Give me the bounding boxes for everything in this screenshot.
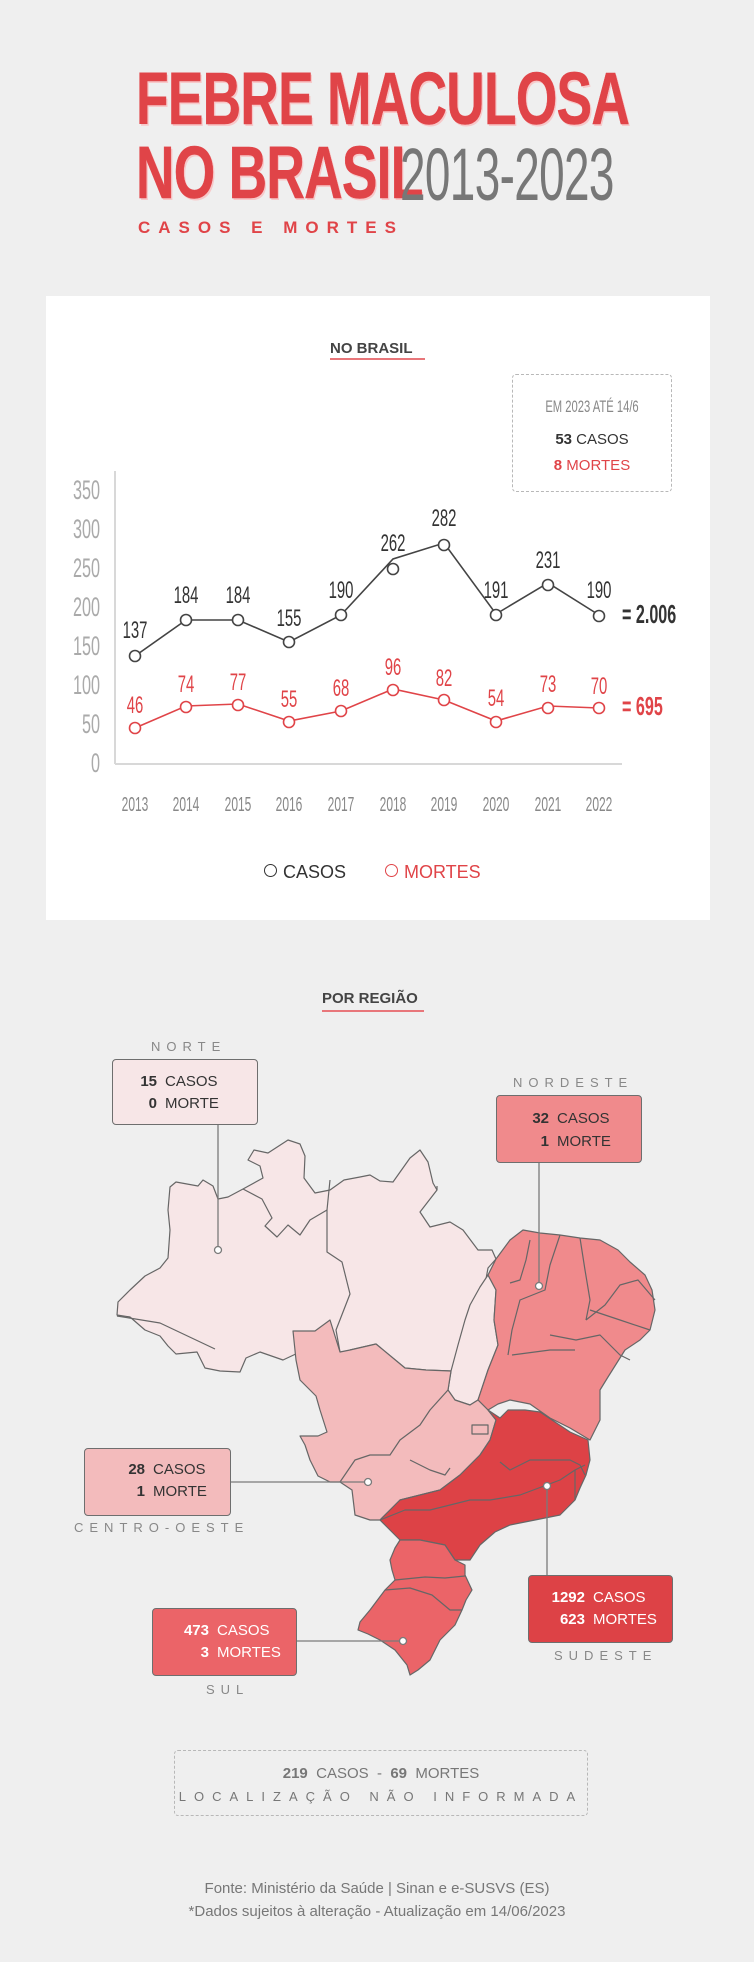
nordeste-deaths: 1 MORTE	[540, 1133, 611, 1150]
map-region-sul	[357, 1539, 473, 1676]
deaths-value-label: 73	[539, 671, 557, 698]
region-name-sul: SUL	[206, 1682, 250, 1697]
x-tick: 2019	[430, 794, 458, 816]
x-tick: 2020	[482, 794, 510, 816]
norte-deaths: 0 MORTE	[148, 1095, 219, 1112]
nordeste-marker	[534, 1281, 544, 1291]
line-chart	[114, 471, 622, 765]
cases-line	[134, 542, 600, 657]
footer-disclaimer: *Dados sujeitos à alteração - Atualizaçã…	[188, 1903, 566, 1920]
unknown-caption: LOCALIZAÇÃO NÃO INFORMADA	[178, 1789, 584, 1804]
deaths-markers	[128, 683, 606, 735]
y-tick: 50	[81, 709, 100, 739]
deaths-value-label: 74	[177, 671, 195, 698]
title-years: 2013-2023	[400, 133, 614, 216]
circle-marker-icon	[264, 864, 277, 877]
note-2023-box: EM 2023 ATÉ 14/6 53 CASOS 8 MORTES	[512, 374, 672, 492]
cases-value-label: 282	[431, 505, 457, 532]
x-tick: 2021	[534, 794, 562, 816]
map-region-nordeste	[477, 1229, 656, 1441]
region-box-nordeste: 32 CASOS 1 MORTE	[496, 1095, 642, 1163]
y-tick: 350	[72, 475, 100, 505]
centro-oeste-marker	[363, 1477, 373, 1487]
deaths-line	[134, 688, 600, 729]
cases-value-label: 191	[483, 577, 509, 604]
title-line-2: NO BRASIL	[136, 131, 424, 214]
region-box-sudeste: 1292 CASOS 623 MORTES	[528, 1575, 673, 1643]
cases-value-label: 190	[586, 577, 612, 604]
map-region-sudeste	[379, 1409, 591, 1561]
region-box-centro-oeste: 28 CASOS 1 MORTE	[84, 1448, 231, 1516]
title-line-1: FEBRE MACULOSA	[136, 57, 630, 140]
note-cases: 53 CASOS	[555, 431, 629, 448]
sul-deaths: 3 MORTES	[200, 1644, 281, 1661]
legend-deaths: MORTES	[385, 862, 481, 883]
unknown-location-box: 219 CASOS - 69 MORTES LOCALIZAÇÃO NÃO IN…	[174, 1750, 588, 1816]
sudeste-marker	[542, 1481, 552, 1491]
y-tick: 0	[90, 748, 100, 778]
brazil-map	[116, 1121, 656, 1676]
sul-marker	[398, 1636, 408, 1646]
region-box-norte: 15 CASOS 0 MORTE	[112, 1059, 258, 1125]
deaths-total: = 695	[622, 691, 663, 721]
centro-oeste-deaths: 1 MORTE	[136, 1483, 207, 1500]
section-title-regions: POR REGIÃO	[322, 990, 418, 1007]
region-box-sul: 473 CASOS 3 MORTES	[152, 1608, 297, 1676]
section-underline	[322, 1010, 424, 1012]
deaths-value-label: 96	[384, 654, 402, 681]
region-name-sudeste: SUDESTE	[554, 1648, 658, 1663]
cases-total: = 2.006	[622, 599, 677, 629]
cases-value-label: 190	[328, 577, 354, 604]
norte-cases: 15 CASOS	[140, 1073, 218, 1090]
deaths-value-label: 77	[229, 669, 247, 696]
cases-value-label: 262	[380, 530, 406, 557]
x-tick: 2013	[121, 794, 149, 816]
x-tick: 2022	[585, 794, 613, 816]
norte-marker	[213, 1245, 223, 1255]
deaths-value-label: 54	[487, 685, 505, 712]
sudeste-cases: 1292 CASOS	[551, 1589, 646, 1606]
cases-value-label: 184	[225, 582, 251, 609]
x-tick: 2018	[379, 794, 407, 816]
section-title-national: NO BRASIL	[330, 340, 413, 357]
y-tick: 150	[72, 631, 100, 661]
deaths-value-label: 82	[435, 665, 453, 692]
region-name-centro-oeste: CENTRO-OESTE	[74, 1520, 250, 1535]
sudeste-deaths: 623 MORTES	[559, 1611, 657, 1628]
deaths-value-label: 68	[332, 675, 350, 702]
cases-value-label: 184	[173, 582, 199, 609]
note-heading: EM 2023 ATÉ 14/6	[545, 397, 639, 416]
legend-cases: CASOS	[264, 862, 346, 883]
deaths-value-label: 55	[280, 686, 298, 713]
y-tick: 200	[72, 592, 100, 622]
x-tick: 2015	[224, 794, 252, 816]
circle-marker-icon	[385, 864, 398, 877]
region-name-norte: NORTE	[151, 1039, 227, 1054]
deaths-value-label: 70	[590, 673, 608, 700]
subtitle: CASOS E MORTES	[138, 218, 404, 237]
x-tick: 2017	[327, 794, 355, 816]
centro-oeste-cases: 28 CASOS	[128, 1461, 206, 1478]
x-tick: 2014	[172, 794, 200, 816]
map-region-norte	[116, 1139, 497, 1373]
cases-value-label: 137	[122, 617, 148, 644]
cases-value-label: 155	[276, 605, 302, 632]
region-name-nordeste: NORDESTE	[513, 1075, 634, 1090]
cases-markers	[128, 538, 606, 663]
map-distrito-federal	[471, 1424, 489, 1435]
deaths-value-label: 46	[126, 692, 144, 719]
x-tick: 2016	[275, 794, 303, 816]
section-underline	[330, 358, 425, 360]
unknown-counts: 219 CASOS - 69 MORTES	[282, 1765, 480, 1782]
note-deaths: 8 MORTES	[553, 457, 631, 474]
nordeste-cases: 32 CASOS	[532, 1110, 610, 1127]
y-tick: 250	[72, 553, 100, 583]
y-tick: 300	[72, 514, 100, 544]
footer-source: Fonte: Ministério da Saúde | Sinan e e-S…	[204, 1880, 550, 1897]
sul-cases: 473 CASOS	[183, 1622, 270, 1639]
y-tick: 100	[72, 670, 100, 700]
cases-value-label: 231	[535, 547, 561, 574]
